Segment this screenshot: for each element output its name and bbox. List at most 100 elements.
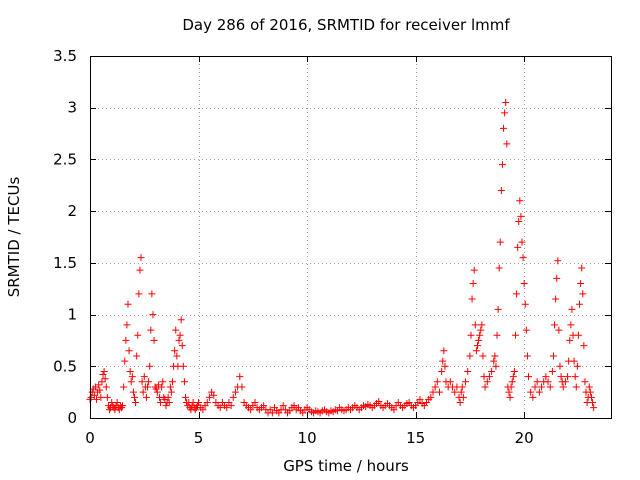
data-point: [561, 378, 569, 386]
data-point: [587, 393, 595, 401]
data-point: [521, 300, 529, 308]
data-point: [462, 378, 470, 386]
data-point: [131, 393, 139, 401]
data-point: [551, 321, 559, 329]
data-point: [556, 362, 564, 370]
data-point: [457, 388, 465, 396]
data-point: [129, 388, 137, 396]
data-point: [493, 331, 501, 339]
data-point: [503, 140, 511, 148]
data-point: [150, 336, 158, 344]
data-point: [247, 406, 255, 414]
data-point: [124, 300, 132, 308]
data-point: [102, 383, 110, 391]
data-point: [451, 388, 459, 396]
data-point: [520, 280, 528, 288]
data-point: [548, 367, 556, 375]
data-point: [167, 388, 175, 396]
data-point: [179, 362, 187, 370]
data-point: [133, 352, 141, 360]
data-point: [485, 373, 493, 381]
data-point: [153, 388, 161, 396]
data-point: [171, 347, 179, 355]
y-tick-label: 3.5: [53, 47, 77, 65]
data-point: [195, 398, 203, 406]
data-point: [229, 393, 237, 401]
data-point: [135, 290, 143, 298]
data-point: [456, 398, 464, 406]
data-point: [566, 336, 574, 344]
data-point: [139, 388, 147, 396]
data-point: [125, 347, 133, 355]
data-point: [128, 373, 136, 381]
data-point: [199, 406, 207, 414]
data-point: [498, 161, 506, 169]
data-point: [570, 357, 578, 365]
data-point: [134, 331, 142, 339]
grid: [90, 56, 611, 418]
data-point: [496, 238, 504, 246]
data-point: [290, 402, 298, 410]
data-point: [101, 375, 109, 383]
y-tick-label: 0: [67, 409, 77, 427]
data-point: [491, 352, 499, 360]
plot-frame: [90, 56, 612, 419]
y-tick-label: 0.5: [53, 357, 77, 375]
data-point: [509, 373, 517, 381]
data-point: [137, 254, 145, 262]
data-point: [96, 386, 104, 394]
data-point: [180, 378, 188, 386]
data-point: [477, 326, 485, 334]
data-point: [517, 212, 525, 220]
data-point: [568, 305, 576, 313]
data-point: [121, 357, 129, 365]
data-point: [571, 373, 579, 381]
data-point: [471, 321, 479, 329]
data-point: [549, 352, 557, 360]
data-point: [572, 383, 580, 391]
data-point: [490, 357, 498, 365]
data-point: [476, 331, 484, 339]
data-point: [429, 388, 437, 396]
data-point: [441, 362, 449, 370]
data-point: [95, 381, 103, 389]
tick-labels: 0 0.5 1 1.5 2 2.5 3 3.5 0 5 10 15 20: [53, 47, 534, 447]
data-point: [459, 393, 467, 401]
data-point: [458, 383, 466, 391]
data-point: [508, 378, 516, 386]
data-point: [501, 109, 509, 117]
y-tick-label: 1.5: [53, 254, 77, 272]
data-point: [439, 357, 447, 365]
data-point: [136, 266, 144, 274]
data-point: [483, 378, 491, 386]
chart-title: Day 286 of 2016, SRMTID for receiver lmm…: [182, 16, 510, 34]
data-point: [203, 398, 211, 406]
x-tick-label: 0: [85, 429, 95, 447]
data-point: [567, 321, 575, 329]
data-point: [433, 378, 441, 386]
data-point: [146, 362, 154, 370]
data-point: [510, 367, 518, 375]
y-axis-title: SRMTID / TECUs: [5, 177, 23, 298]
data-point: [553, 274, 561, 282]
data-point: [511, 331, 519, 339]
data-point: [172, 326, 180, 334]
data-point: [544, 378, 552, 386]
data-point: [472, 347, 480, 355]
data-point: [164, 393, 172, 401]
x-tick-label: 20: [515, 429, 534, 447]
data-point: [533, 378, 541, 386]
data-point: [98, 378, 106, 386]
data-point: [260, 402, 268, 410]
data-point: [586, 388, 594, 396]
data-point: [573, 362, 581, 370]
data-point: [90, 391, 98, 399]
data-point: [494, 305, 502, 313]
data-point: [479, 352, 487, 360]
data-point: [495, 264, 503, 272]
data-point: [502, 99, 510, 107]
y-tick-label: 2.5: [53, 150, 77, 168]
data-point: [535, 388, 543, 396]
data-point: [103, 393, 111, 401]
